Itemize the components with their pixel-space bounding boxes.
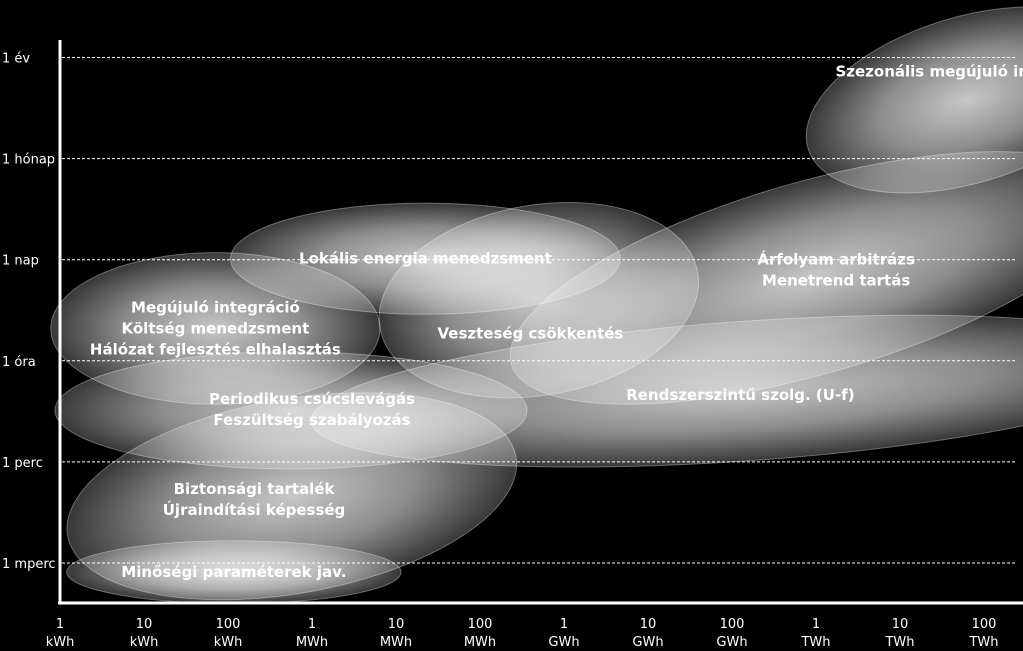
y-tick-label: 1 nap [2, 254, 39, 269]
y-tick-label: 1 mperc [2, 557, 56, 572]
x-tick-label: 100 MWh [464, 617, 496, 650]
y-tick-label: 1 perc [2, 456, 43, 471]
application-label: Lokális energia menedzsment [299, 250, 552, 268]
application-label: Minőségi paraméterek jav. [121, 563, 346, 581]
x-tick-label: 1 MWh [296, 617, 328, 650]
application-label: Szezonális megújuló integráció [835, 63, 1023, 81]
x-tick-label: 100 TWh [968, 617, 998, 650]
application-label: Veszteség csökkentés [437, 325, 623, 343]
axes [58, 40, 1023, 605]
x-tick-label: 10 GWh [632, 617, 663, 650]
x-tick-labels: 1 kWh 10 kWh 100 kWh 1 MWh 10 MWh 100 MWh 1 GWh 10 GWh 1… [46, 617, 999, 650]
application-labels: Szezonális megújuló integráció Árfolyam a… [90, 63, 1023, 581]
application-label: Megújuló integráció Költség menedzsment Há… [90, 298, 341, 358]
x-tick-label: 10 TWh [884, 617, 914, 650]
y-tick-label: 1 év [2, 52, 30, 67]
x-tick-label: 100 kWh [214, 617, 243, 650]
y-tick-label: 1 óra [2, 355, 36, 370]
application-label: Periodikus csúcslevágás Feszültség szabál… [209, 390, 415, 429]
x-tick-label: 1 TWh [800, 617, 830, 650]
application-label: Rendszerszintű szolg. (U-f) [626, 386, 854, 404]
application-label: Biztonsági tartalék Újraindítási képesség [163, 480, 346, 519]
y-tick-labels: 1 mperc 1 perc 1 óra 1 nap 1 hónap 1 év [2, 52, 56, 573]
application-ellipses [50, 6, 1023, 604]
application-label: Árfolyam arbitrázs Menetrend tartás [757, 249, 915, 289]
x-tick-label: 1 GWh [548, 617, 579, 650]
x-tick-label: 10 MWh [380, 617, 412, 650]
y-tick-label: 1 hónap [2, 153, 55, 168]
x-tick-label: 100 GWh [716, 617, 747, 650]
x-tick-label: 10 kWh [130, 617, 159, 650]
x-tick-label: 1 kWh [46, 617, 75, 650]
